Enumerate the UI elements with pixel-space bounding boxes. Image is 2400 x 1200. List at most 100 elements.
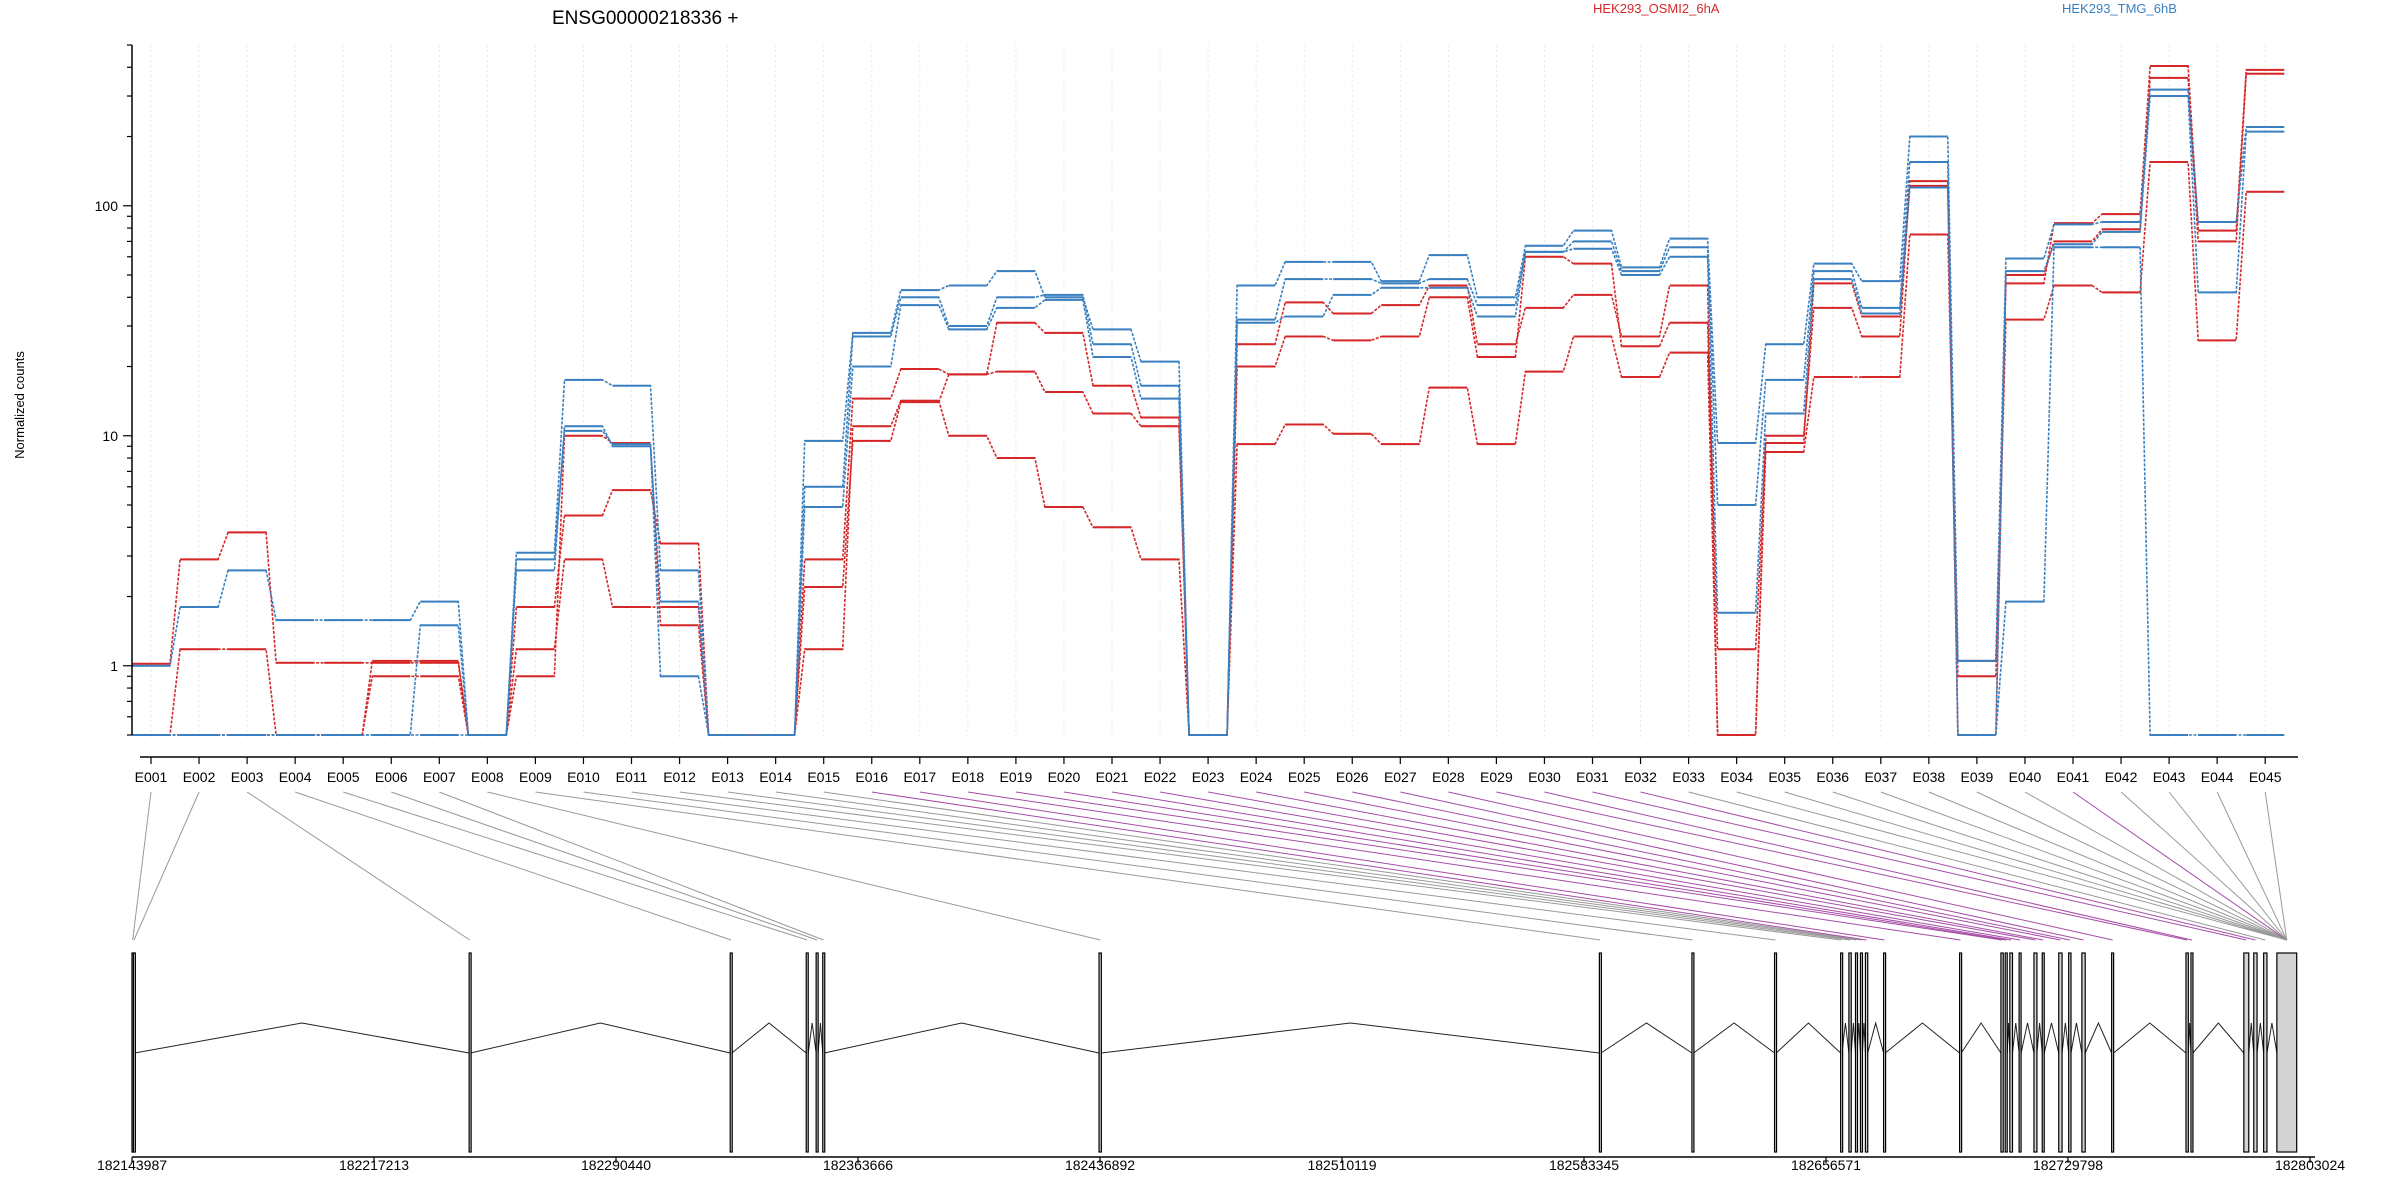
exon-link [294, 791, 732, 941]
exon-link [133, 791, 200, 941]
exon-link [775, 791, 1857, 941]
exon-block [1840, 952, 1844, 1153]
exon-link [1496, 791, 2188, 941]
exon-link [1736, 791, 2287, 941]
y-axis-label: Normalized counts [12, 351, 27, 459]
exon-block [2276, 952, 2298, 1153]
intron-line [824, 1022, 1100, 1054]
intron-line [1101, 1022, 1600, 1054]
exon-block [1098, 952, 1102, 1153]
genomic-tick-label: 182656571 [1791, 1157, 1861, 1173]
exon-link [1832, 791, 2287, 941]
x-tick-label: E028 [1432, 769, 1465, 785]
x-tick-label: E035 [1768, 769, 1801, 785]
x-tick-label: E007 [423, 769, 456, 785]
intron-line [1867, 1021, 1885, 1054]
exon-link [679, 791, 1842, 941]
intron-line [807, 1022, 817, 1054]
exon-block [2243, 952, 2250, 1153]
x-tick-label: E041 [2057, 769, 2090, 785]
intron-line [2070, 1022, 2083, 1054]
exon-link [1544, 791, 2193, 941]
intron-line [2084, 1021, 2113, 1054]
x-tick-label: E031 [1576, 769, 1609, 785]
axes: 1 10 100 E001 E002 E003 E004 E005 E006 E007 E008 E0… [95, 44, 2298, 785]
exon-block [2253, 952, 2258, 1153]
exon-block [2004, 952, 2008, 1153]
x-tick-label: E002 [183, 769, 216, 785]
x-tick-label: E009 [519, 769, 552, 785]
series-line-2 [132, 161, 2285, 736]
exon-link [1976, 791, 2288, 941]
exon-block [822, 952, 826, 1153]
x-tick-label: E019 [1000, 769, 1033, 785]
exon-block [2190, 952, 2194, 1153]
exon-block [1691, 952, 1695, 1153]
x-tick-label: E033 [1672, 769, 1705, 785]
exon-link [1880, 791, 2287, 941]
exon-block [2058, 952, 2063, 1153]
x-tick-label: E012 [663, 769, 696, 785]
exon-link [583, 791, 1693, 941]
x-tick-label: E016 [855, 769, 888, 785]
genomic-tick-label: 182803024 [2275, 1157, 2345, 1173]
x-tick-label: E018 [951, 769, 984, 785]
exon-link [487, 791, 1101, 941]
intron-line [2113, 1022, 2187, 1054]
exon-link [246, 791, 471, 941]
exon-block [2081, 952, 2086, 1153]
intron-line [2192, 1022, 2245, 1054]
exon-block [729, 952, 733, 1153]
x-tick-label: E027 [1384, 769, 1417, 785]
intron-line [2266, 1022, 2278, 1054]
exon-link [343, 791, 808, 941]
exon-link [1448, 791, 2113, 941]
exon-link [535, 791, 1601, 941]
exon-block [2009, 952, 2014, 1153]
exon-block [1848, 952, 1852, 1153]
exon-link [1015, 791, 2003, 941]
exon-block [1959, 952, 1963, 1153]
intron-line [2061, 1022, 2070, 1054]
exon-link [1592, 791, 2247, 941]
exon-block [2068, 952, 2072, 1153]
x-tick-label: E032 [1624, 769, 1657, 785]
gene-model: 182143987 182217213 182290440 182363666 1824… [97, 952, 2345, 1173]
x-tick-label: E006 [375, 769, 408, 785]
legend-label-osmi2: HEK293_OSMI2_6hA [1593, 1, 1720, 16]
exon-link [439, 791, 824, 941]
exon-link [2216, 791, 2288, 941]
intron-line [1850, 1022, 1857, 1054]
x-tick-label: E038 [1912, 769, 1945, 785]
exon-block [2111, 952, 2115, 1153]
genomic-tick-label: 182729798 [2033, 1157, 2103, 1173]
x-tick-label: E015 [807, 769, 840, 785]
genomic-tick-label: 182143987 [97, 1157, 167, 1173]
exon-block [2263, 952, 2268, 1153]
intron-line [1600, 1022, 1693, 1054]
x-tick-label: E011 [616, 769, 648, 785]
y-tick-label: 1 [110, 658, 118, 674]
genomic-tick-label: 182583345 [1549, 1157, 1619, 1173]
grid-lines [150, 45, 2266, 740]
genomic-tick-label: 182436892 [1065, 1157, 1135, 1173]
exon-link [132, 791, 152, 941]
series-line-5 [132, 161, 2285, 736]
exon-link [391, 791, 818, 941]
intron-line [1884, 1022, 1960, 1054]
exon-link [2168, 791, 2288, 941]
exon-block [2018, 952, 2022, 1153]
genomic-tick-label: 182510119 [1307, 1157, 1376, 1173]
exon-link [1784, 791, 2287, 941]
x-tick-label: E039 [1961, 769, 1994, 785]
x-tick-label: E045 [2249, 769, 2282, 785]
x-tick-label: E034 [1720, 769, 1753, 785]
x-tick-label: E040 [2009, 769, 2042, 785]
x-tick-label: E004 [279, 769, 312, 785]
exon-link [2120, 791, 2288, 941]
chart-title: ENSG00000218336 + [552, 8, 738, 29]
x-tick-label: E044 [2201, 769, 2234, 785]
exon-link [1304, 791, 2061, 941]
x-tick-label: E001 [135, 769, 168, 785]
